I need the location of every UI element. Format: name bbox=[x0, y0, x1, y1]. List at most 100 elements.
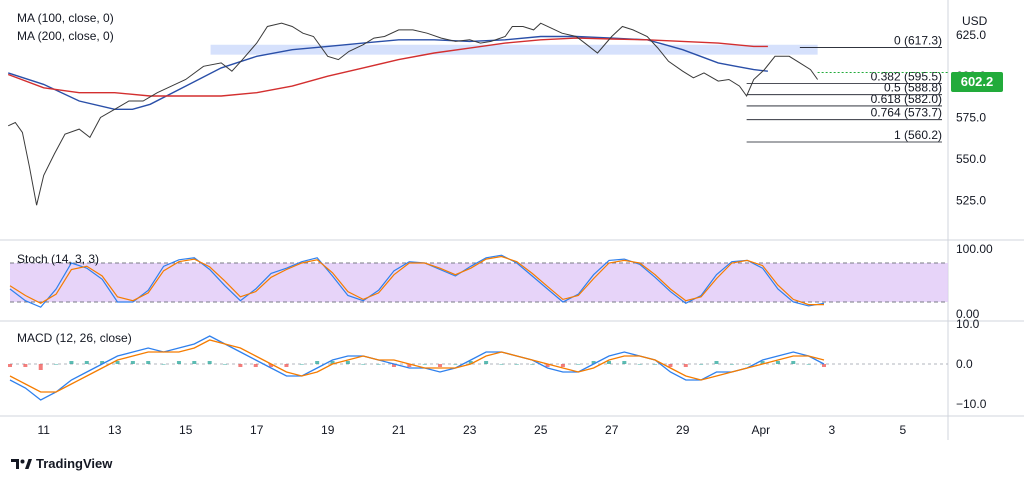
fib-level-label: 0.618 (582.0) bbox=[871, 92, 942, 106]
macd-histogram-bar bbox=[453, 364, 458, 365]
macd-histogram-bar bbox=[223, 364, 228, 365]
macd-histogram-bar bbox=[84, 361, 89, 364]
macd-histogram-bar bbox=[207, 361, 212, 364]
macd-histogram-bar bbox=[8, 364, 12, 367]
macd-histogram-bar bbox=[115, 361, 120, 364]
macd-histogram-bar bbox=[560, 364, 565, 367]
time-axis[interactable]: 11 13 15 17 19 21 23 25 27 29 Apr 3 5 bbox=[37, 423, 906, 437]
price-tick-label: 550.0 bbox=[956, 152, 986, 166]
stoch-k-line bbox=[9, 254, 825, 308]
macd-histogram-bar bbox=[745, 364, 750, 365]
macd-histogram-bar bbox=[100, 361, 105, 364]
time-tick-label: 17 bbox=[250, 423, 264, 437]
macd-histogram-bar bbox=[130, 361, 135, 364]
fib-level-label: 0.382 (595.5) bbox=[871, 70, 942, 84]
macd-histogram-bar bbox=[637, 364, 642, 365]
macd-histogram-bar bbox=[284, 364, 289, 367]
time-tick-label: 25 bbox=[534, 423, 548, 437]
time-tick-label: 29 bbox=[676, 423, 690, 437]
macd-histogram-bar bbox=[192, 361, 197, 364]
macd-histogram-bar bbox=[806, 364, 811, 365]
time-tick-label: 13 bbox=[108, 423, 122, 437]
price-tick-label: 625.0 bbox=[956, 28, 986, 42]
macd-histogram-bar bbox=[699, 364, 704, 365]
macd-signal-line bbox=[9, 339, 825, 393]
time-tick-label: 11 bbox=[37, 423, 50, 437]
ma100-line bbox=[7, 35, 768, 110]
macd-histogram-bar bbox=[530, 364, 535, 365]
time-tick-label: 3 bbox=[828, 423, 835, 437]
macd-legend: MACD (12, 26, close) bbox=[17, 331, 132, 345]
tradingview-logo-icon bbox=[11, 458, 32, 469]
stoch-d-line bbox=[9, 255, 824, 306]
macd-line bbox=[9, 335, 825, 401]
stoch-tick-label: 100.00 bbox=[956, 242, 993, 256]
price-tick-label: 525.0 bbox=[956, 193, 986, 207]
time-tick-label: 19 bbox=[321, 423, 335, 437]
stochastic-panel[interactable] bbox=[9, 254, 948, 308]
macd-histogram-bar bbox=[54, 364, 59, 365]
last-price-badge: 602.2 bbox=[951, 72, 1003, 92]
time-tick-label: 21 bbox=[392, 423, 406, 437]
macd-histogram-bar bbox=[330, 361, 335, 364]
macd-panel[interactable] bbox=[8, 335, 948, 401]
macd-histogram-bar bbox=[499, 364, 504, 365]
macd-histogram-bar bbox=[438, 364, 443, 367]
currency-label: USD bbox=[962, 14, 988, 28]
macd-histogram-bar bbox=[576, 364, 581, 365]
macd-histogram-bar bbox=[146, 361, 151, 364]
fib-level-label: 0 (617.3) bbox=[894, 34, 942, 48]
fib-level-label: 0.5 (588.8) bbox=[884, 81, 942, 95]
macd-histogram-bar bbox=[514, 364, 519, 365]
ma100-legend: MA (100, close, 0) bbox=[17, 11, 114, 25]
price-line bbox=[7, 22, 819, 206]
tradingview-wordmark: TradingView bbox=[36, 456, 113, 471]
stoch-tick-label: 0.00 bbox=[956, 307, 980, 321]
time-tick-label: 15 bbox=[179, 423, 193, 437]
tradingview-logo[interactable]: TradingView bbox=[10, 456, 112, 471]
time-tick-label: 5 bbox=[899, 423, 906, 437]
macd-histogram-bar bbox=[23, 364, 28, 367]
ma200-legend: MA (200, close, 0) bbox=[17, 29, 114, 43]
macd-tick-label: −10.0 bbox=[956, 397, 987, 411]
fib-level-label: 0.764 (573.7) bbox=[871, 106, 942, 120]
macd-histogram-bar bbox=[161, 364, 166, 365]
macd-histogram-bar bbox=[422, 364, 427, 365]
macd-histogram-bar bbox=[315, 361, 320, 364]
resistance-zone bbox=[210, 44, 818, 55]
macd-histogram-bar bbox=[238, 364, 243, 367]
macd-histogram-bar bbox=[269, 364, 274, 367]
macd-histogram-bar bbox=[299, 364, 304, 365]
macd-histogram-bar bbox=[391, 364, 396, 367]
time-tick-label: Apr bbox=[751, 423, 770, 437]
macd-histogram-bar bbox=[253, 364, 258, 367]
macd-histogram-bar bbox=[791, 361, 796, 364]
stoch-legend: Stoch (14, 3, 3) bbox=[17, 252, 100, 266]
time-tick-label: 23 bbox=[463, 423, 477, 437]
macd-histogram-bar bbox=[822, 364, 826, 367]
macd-histogram-bar bbox=[729, 364, 734, 365]
macd-histogram-bar bbox=[484, 361, 489, 364]
macd-histogram-bar bbox=[361, 364, 366, 365]
macd-histogram-bar bbox=[38, 364, 43, 370]
ma200-line bbox=[7, 37, 768, 97]
macd-histogram-bar bbox=[606, 361, 611, 364]
macd-histogram-bar bbox=[622, 361, 627, 364]
macd-histogram-bar bbox=[545, 364, 550, 367]
macd-histogram-bar bbox=[591, 361, 596, 364]
macd-histogram-bar bbox=[653, 364, 658, 365]
macd-histogram-bar bbox=[714, 361, 719, 364]
macd-histogram-bar bbox=[345, 361, 350, 364]
macd-histogram-bar bbox=[468, 361, 473, 364]
macd-histogram-bar bbox=[407, 364, 412, 367]
price-tick-label: 575.0 bbox=[956, 111, 986, 125]
macd-histogram-bar bbox=[668, 364, 673, 367]
macd-histogram-bar bbox=[176, 361, 181, 364]
macd-histogram-bar bbox=[376, 364, 381, 365]
macd-tick-label: 10.0 bbox=[956, 317, 980, 331]
panel-separators bbox=[0, 0, 1024, 440]
macd-histogram-bar bbox=[683, 364, 688, 367]
macd-histogram-bar bbox=[69, 361, 74, 364]
price-panel[interactable]: 0 (617.3) 0.382 (595.5)0.5 (588.8)0.618 (… bbox=[7, 22, 948, 206]
